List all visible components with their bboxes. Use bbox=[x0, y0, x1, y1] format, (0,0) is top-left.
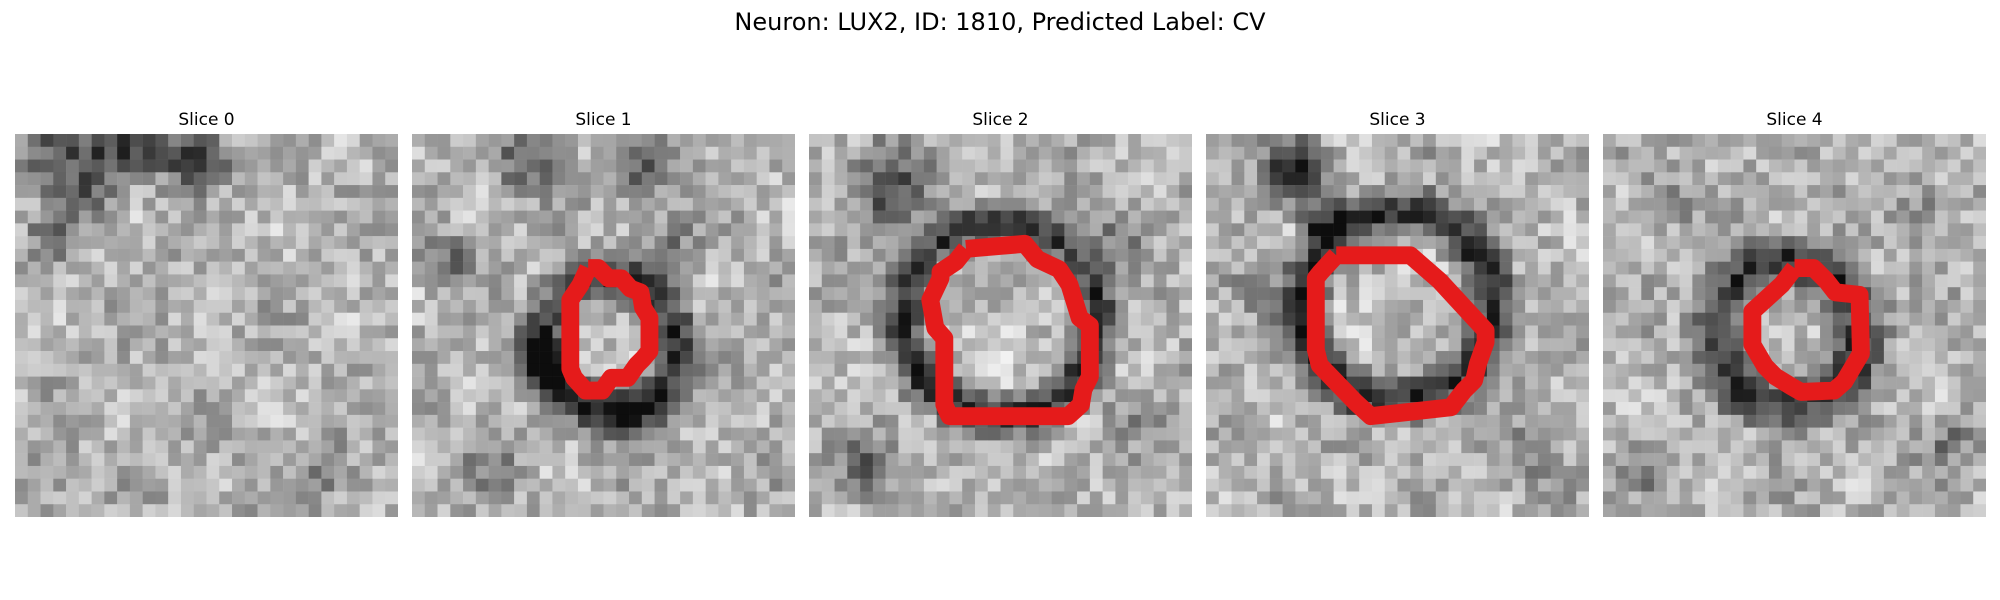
slice-panel-2: Slice 2 bbox=[809, 110, 1192, 517]
slice-image-4 bbox=[1603, 134, 1986, 517]
slice-panel-1: Slice 1 bbox=[412, 110, 795, 517]
slice-image-2 bbox=[809, 134, 1192, 517]
slice-title-2: Slice 2 bbox=[972, 110, 1029, 130]
slice-image-3 bbox=[1206, 134, 1589, 517]
slice-image-1 bbox=[412, 134, 795, 517]
slice-title-0: Slice 0 bbox=[178, 110, 235, 130]
segmentation-contour-3 bbox=[1306, 246, 1495, 426]
slice-title-1: Slice 1 bbox=[575, 110, 632, 130]
slice-image-0 bbox=[15, 134, 398, 517]
segmentation-contour-2 bbox=[921, 234, 1099, 426]
slice-title-4: Slice 4 bbox=[1766, 110, 1823, 130]
slice-panel-3: Slice 3 bbox=[1206, 110, 1589, 517]
slice-panel-0: Slice 0 bbox=[15, 110, 398, 517]
slice-title-3: Slice 3 bbox=[1369, 110, 1426, 130]
segmentation-contour-1 bbox=[561, 259, 659, 400]
figure-title: Neuron: LUX2, ID: 1810, Predicted Label:… bbox=[734, 8, 1266, 36]
segmentation-contour-4 bbox=[1743, 259, 1870, 401]
slice-panel-4: Slice 4 bbox=[1603, 110, 1986, 517]
